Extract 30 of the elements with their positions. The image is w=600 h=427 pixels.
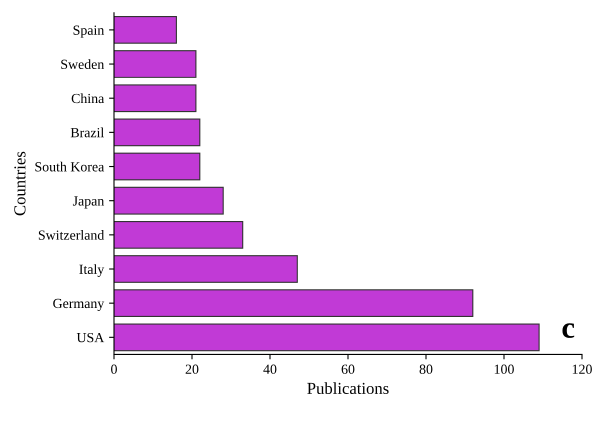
annotation: c xyxy=(562,323,574,338)
y-tick-label: Germany xyxy=(53,298,104,311)
bar xyxy=(114,289,474,318)
bar xyxy=(114,323,540,352)
bar xyxy=(114,220,244,249)
y-tick-label: Switzerland xyxy=(38,230,104,240)
bar xyxy=(114,16,177,44)
bar xyxy=(114,186,224,215)
x-tick-label: 40 xyxy=(263,364,276,374)
y-tick-label: China xyxy=(72,93,104,104)
bar xyxy=(114,118,200,146)
y-tick-label: USA xyxy=(76,332,104,342)
x-tick-label: 0 xyxy=(111,364,117,374)
y-axis-title: Countries xyxy=(14,152,26,216)
y-tick-label: Japan xyxy=(72,196,104,208)
y-tick-label: Italy xyxy=(79,264,104,277)
y-tick-label: Brazil xyxy=(70,128,104,138)
x-axis-title: Publications xyxy=(307,382,389,394)
x-tick-label: 100 xyxy=(494,364,514,374)
y-tick-label: South Korea xyxy=(35,162,104,172)
bar xyxy=(114,255,298,283)
x-tick-label: 80 xyxy=(420,364,432,374)
x-tick-label: 60 xyxy=(342,364,354,374)
y-tick-label: Spain xyxy=(74,26,104,38)
x-tick-label: 20 xyxy=(186,364,198,374)
bar xyxy=(114,84,196,112)
x-tick-label: 120 xyxy=(572,364,592,374)
bar xyxy=(114,50,196,78)
bar xyxy=(114,152,200,180)
y-tick-label: Sweden xyxy=(61,59,104,70)
